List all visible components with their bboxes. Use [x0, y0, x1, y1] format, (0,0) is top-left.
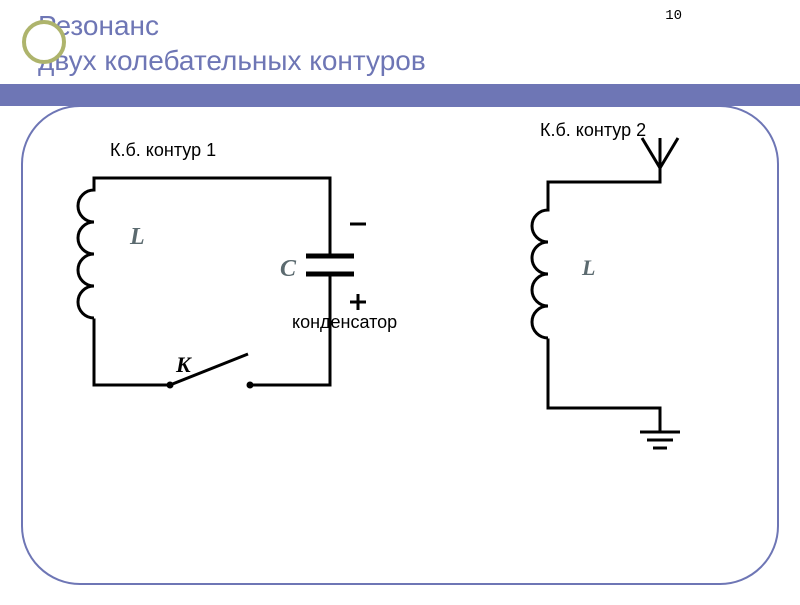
text-labels: К.б. контур 1 К.б. контур 2 конденсатор	[0, 0, 800, 600]
circuit-1-caption: К.б. контур 1	[110, 140, 216, 161]
capacitor-caption: конденсатор	[292, 312, 397, 333]
circuit-2-caption: К.б. контур 2	[540, 120, 646, 141]
